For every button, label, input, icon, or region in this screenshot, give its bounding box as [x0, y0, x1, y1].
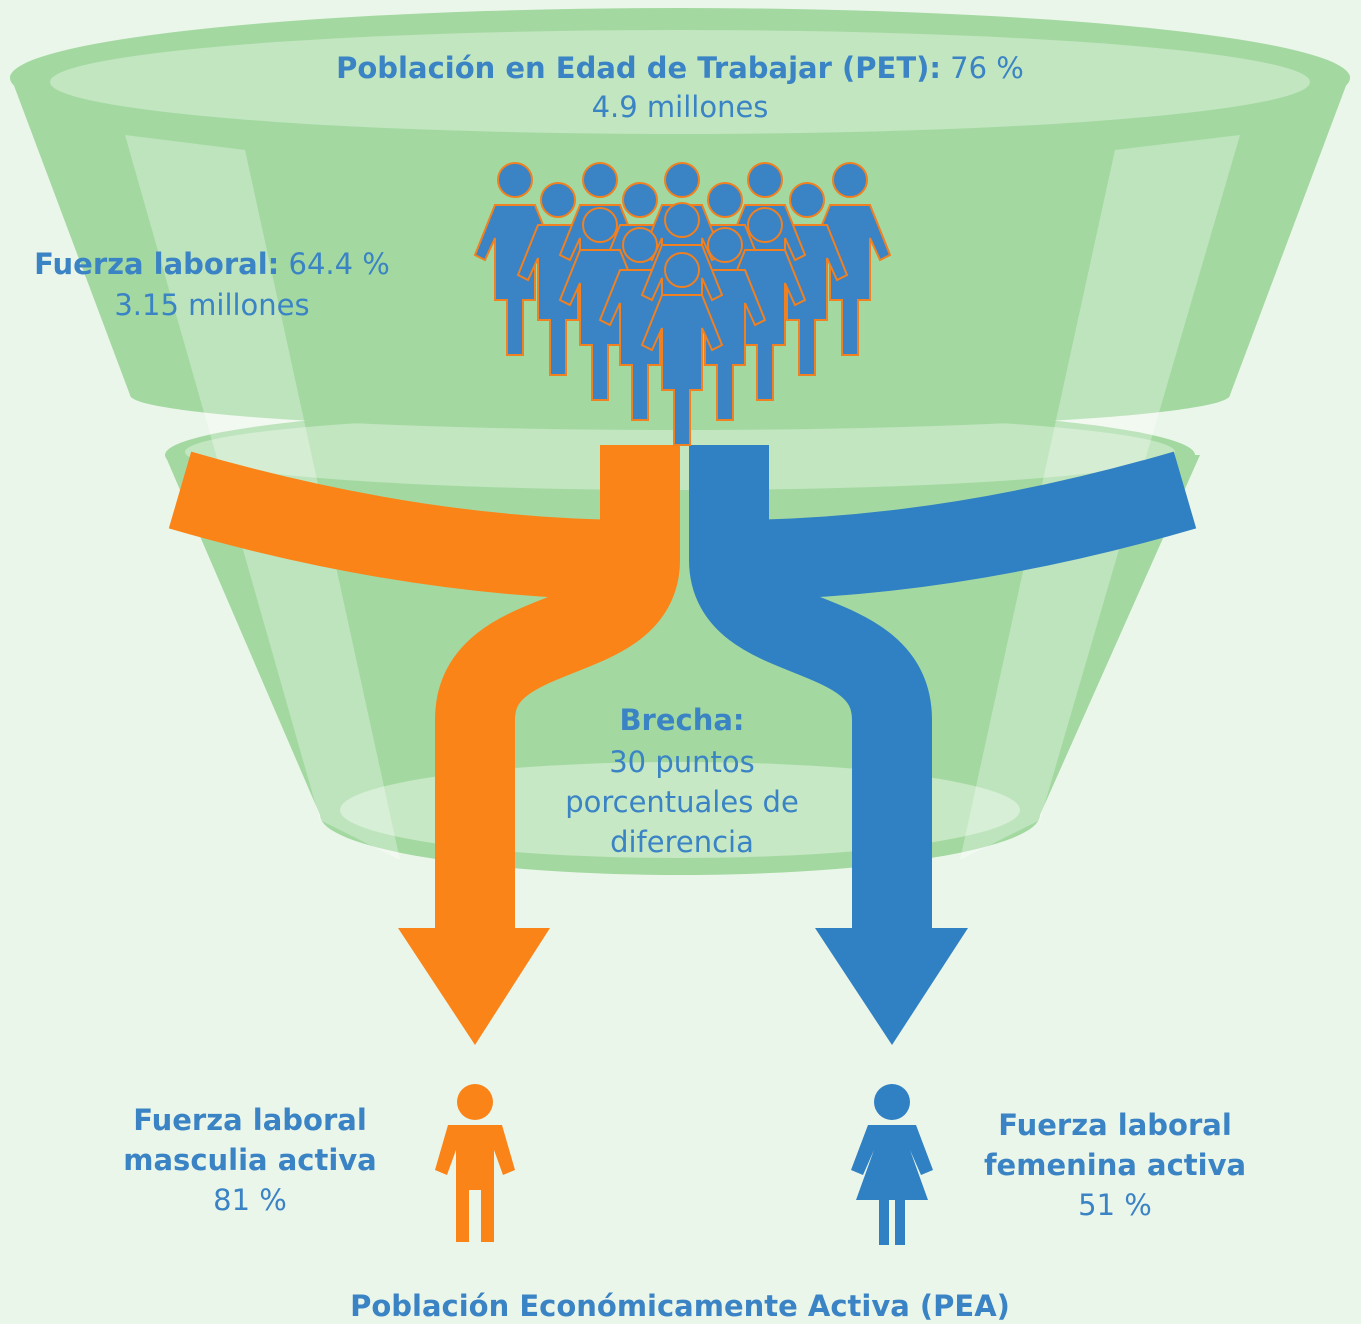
funnel-top-rim [50, 30, 1310, 134]
labor-sub: 3.15 millones [114, 288, 309, 322]
female-icon [851, 1084, 933, 1245]
orange-arrowhead [398, 928, 550, 1045]
male-label: Fuerza laboral [133, 1103, 367, 1137]
male-value: 81 % [213, 1183, 287, 1217]
female-label: femenina activa [984, 1148, 1246, 1182]
pet-label: Población en Edad de Trabajar (PET): [336, 51, 941, 85]
female-label: Fuerza laboral [998, 1108, 1232, 1142]
blue-arrow [689, 445, 932, 935]
pet-sub: 4.9 millones [592, 90, 769, 124]
gap-line: diferencia [610, 825, 754, 859]
labor-label: Fuerza laboral: [34, 247, 279, 281]
male-label: masculia activa [123, 1143, 376, 1177]
female-value: 51 % [1078, 1188, 1152, 1222]
orange-band [168, 451, 641, 600]
labor-value: 64.4 % [289, 247, 390, 281]
blue-band [728, 451, 1197, 600]
pet-text: Población en Edad de Trabajar (PET): 76 … [336, 51, 1024, 85]
orange-arrow [435, 445, 680, 935]
male-icon [435, 1084, 515, 1242]
pet-value: 76 % [950, 51, 1024, 85]
labor-text: Fuerza laboral: 64.4 % [34, 247, 390, 281]
gap-line: 30 puntos [609, 745, 755, 779]
gap-line: porcentuales de [565, 785, 799, 819]
gap-label: Brecha: [619, 703, 744, 737]
blue-arrowhead [815, 928, 968, 1045]
footer-title: Población Económicamente Activa (PEA) [350, 1289, 1010, 1323]
